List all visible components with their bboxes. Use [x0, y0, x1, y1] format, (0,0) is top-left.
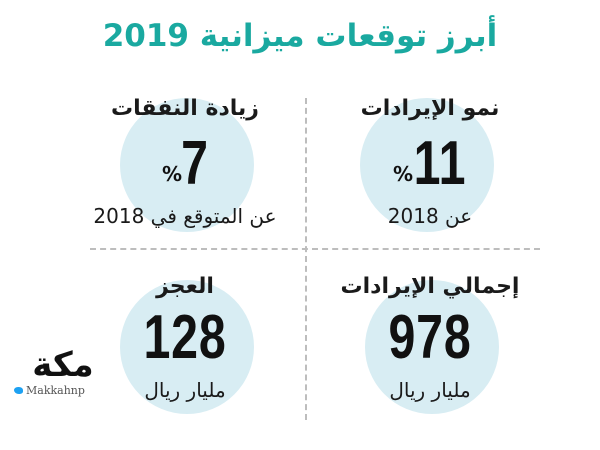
twitter-bird-icon [14, 387, 23, 394]
logo-mark: مكة [32, 345, 94, 385]
circle-bg [120, 98, 254, 232]
circle-bg [120, 280, 254, 414]
card-unit: % [162, 162, 183, 186]
card-note: عن المتوقع في 2018 [93, 204, 277, 228]
horizontal-divider [90, 248, 540, 250]
card-unit: % [393, 162, 414, 186]
twitter-handle: Makkahnp [14, 384, 112, 397]
card-value: 978 [388, 303, 472, 372]
card-label: العجز [156, 274, 214, 299]
card-value: 128 [143, 303, 227, 372]
infographic-title: أبرز توقعات ميزانية 2019 [102, 18, 498, 54]
card-label: زيادة النفقات [111, 96, 259, 121]
circle-bg [360, 98, 494, 232]
card-note: عن 2018 [387, 204, 473, 228]
card-value: 7 [181, 129, 209, 198]
vertical-divider [305, 98, 307, 420]
makkah-logo: مكة Makkahnp [14, 348, 112, 397]
card-label: نمو الإيرادات [360, 96, 500, 121]
card-value: 11 [413, 129, 467, 198]
circle-bg [365, 280, 499, 414]
card-note: مليار ريال [144, 378, 226, 402]
handle-text: Makkahnp [26, 384, 85, 397]
card-label: إجمالي الإيرادات [340, 274, 520, 299]
card-note: مليار ريال [389, 378, 471, 402]
